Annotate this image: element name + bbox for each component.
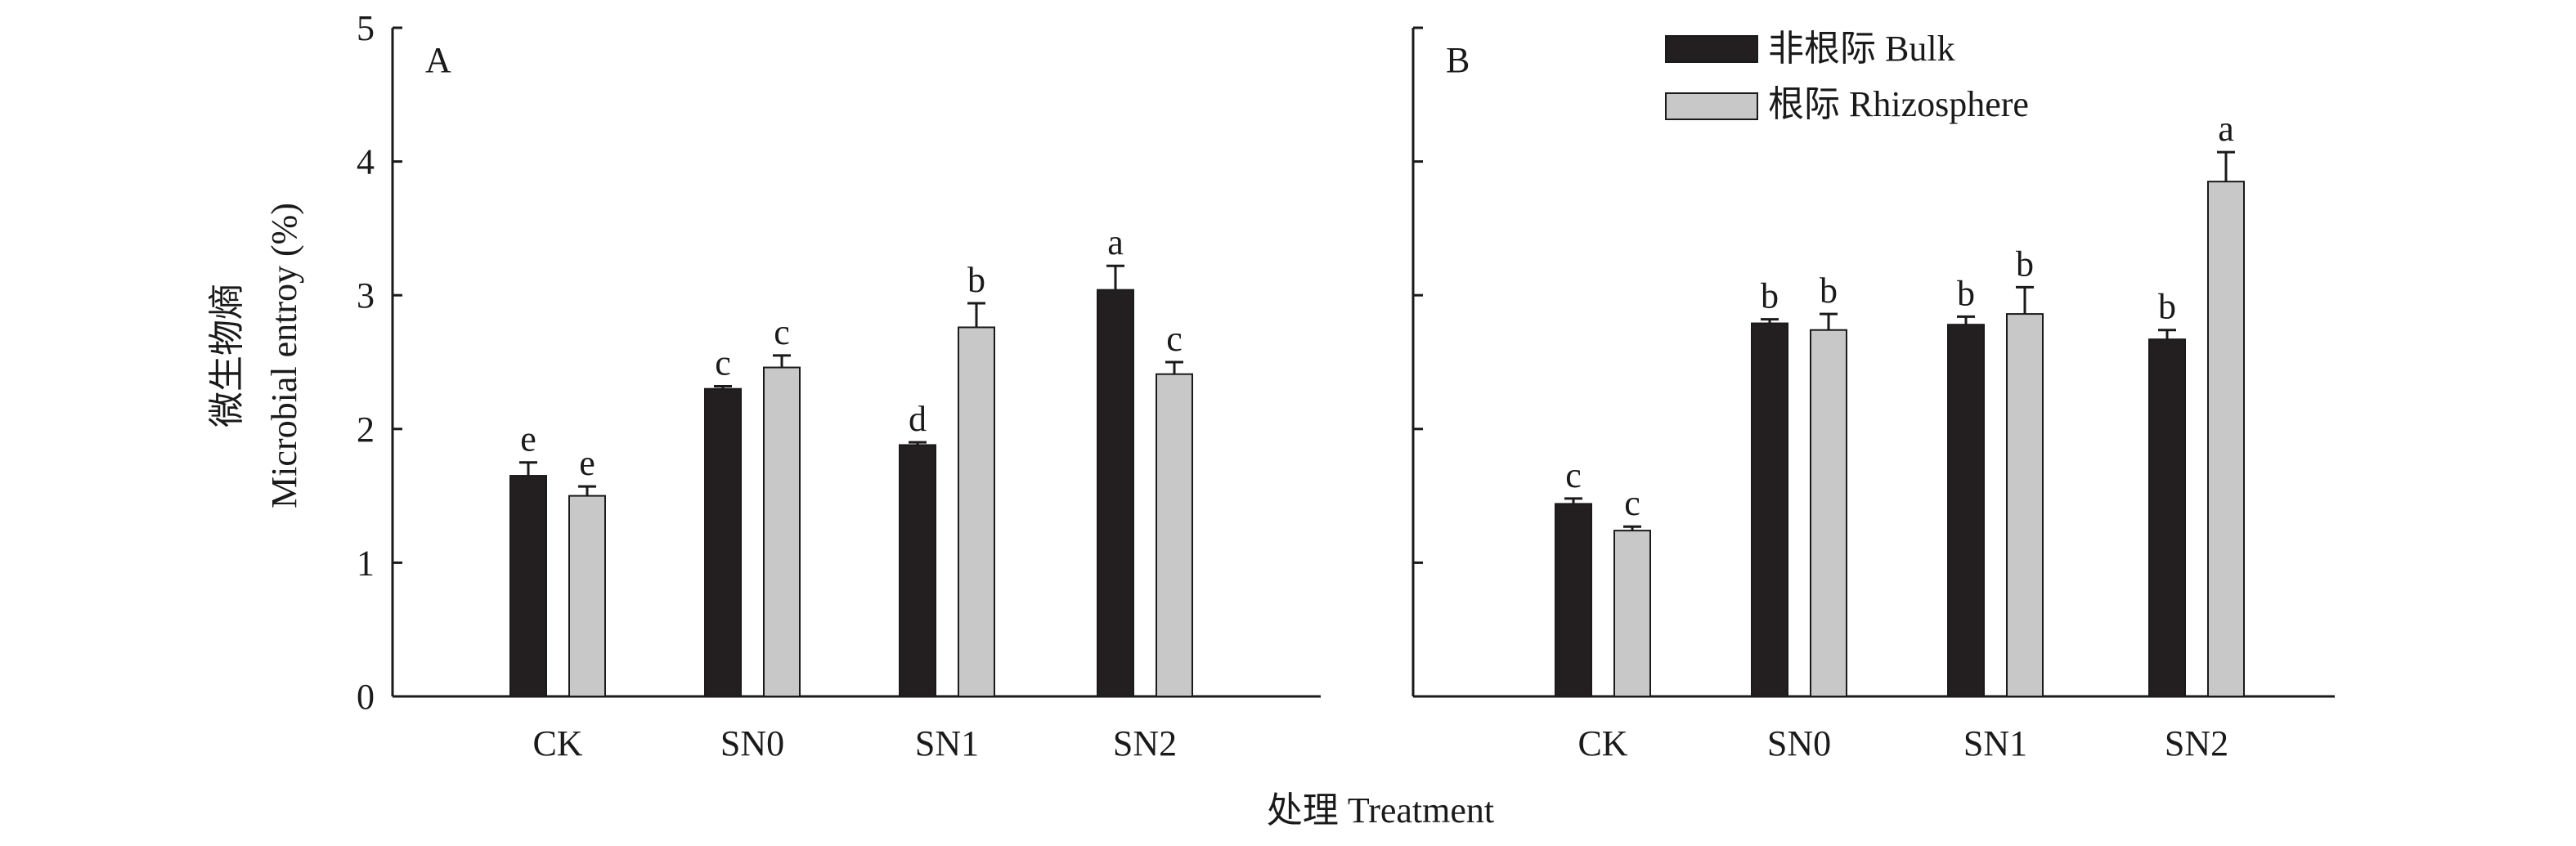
significance-letter: e [520, 419, 536, 459]
y-tick-label: 5 [357, 8, 375, 48]
bar [899, 444, 936, 697]
significance-letter: e [579, 443, 595, 483]
significance-letter: c [1565, 455, 1582, 495]
significance-letter: c [1166, 319, 1183, 359]
significance-letter: a [1107, 222, 1124, 262]
panel-label: B [1446, 40, 1470, 80]
significance-letter: b [1957, 273, 1975, 313]
y-tick-label: 4 [357, 142, 375, 182]
panel-a: 0 1 2 3 4 5 A CK e e SN0 c c SN1 d b SN2 a c [357, 8, 1321, 763]
significance-letter: b [967, 260, 985, 300]
bar [763, 366, 801, 697]
legend-swatch-bulk [1665, 35, 1758, 63]
y-axis-title-en: Microbial entroy (%) [264, 203, 304, 508]
bar [509, 475, 547, 697]
legend-swatch-rhizosphere [1665, 92, 1758, 120]
bar [1751, 322, 1788, 697]
panel-b: B CK c c SN0 b b SN1 b b SN2 b a [1411, 26, 2335, 763]
legend-label-bulk: 非根际 Bulk [1768, 29, 1955, 69]
bar [1947, 324, 1985, 697]
significance-letter: b [2016, 244, 2034, 284]
bar [704, 387, 742, 697]
x-category-label: SN1 [1963, 723, 2027, 763]
bar [1613, 530, 1651, 697]
significance-letter: c [774, 312, 790, 352]
bar [1810, 329, 1847, 697]
significance-letter: b [2158, 287, 2176, 327]
significance-letter: d [909, 399, 927, 439]
x-category-label: SN1 [915, 723, 979, 763]
significance-letter: b [1761, 276, 1779, 316]
bar [568, 495, 606, 697]
bar [2006, 313, 2044, 697]
y-tick-label: 3 [357, 275, 375, 316]
bar [1555, 503, 1592, 698]
x-category-label: SN0 [1767, 723, 1831, 763]
x-category-label: SN2 [2165, 723, 2228, 763]
x-category-label: SN2 [1113, 723, 1177, 763]
legend-label-rhizosphere: 根际 Rhizosphere [1768, 84, 2029, 124]
bar [1097, 289, 1134, 697]
bar [2207, 181, 2245, 697]
bar [1156, 373, 1193, 697]
y-tick-label: 0 [357, 677, 375, 717]
y-axis-title-cn: 微生物熵 [207, 284, 247, 427]
x-category-label: CK [1577, 723, 1627, 763]
significance-letter: c [1624, 483, 1640, 523]
x-axis-title: 处理 Treatment [1267, 790, 1494, 830]
y-tick-label: 2 [357, 410, 375, 450]
x-category-label: SN0 [720, 723, 784, 763]
bar [2148, 338, 2186, 697]
panel-label: A [425, 40, 451, 80]
y-tick-label: 1 [357, 543, 375, 583]
significance-letter: b [1820, 271, 1838, 311]
legend: 非根际 Bulk 根际 Rhizosphere [1665, 29, 2029, 124]
significance-letter: a [2218, 109, 2234, 149]
significance-letter: c [715, 342, 731, 383]
bar [958, 326, 995, 697]
x-category-label: CK [532, 723, 582, 763]
